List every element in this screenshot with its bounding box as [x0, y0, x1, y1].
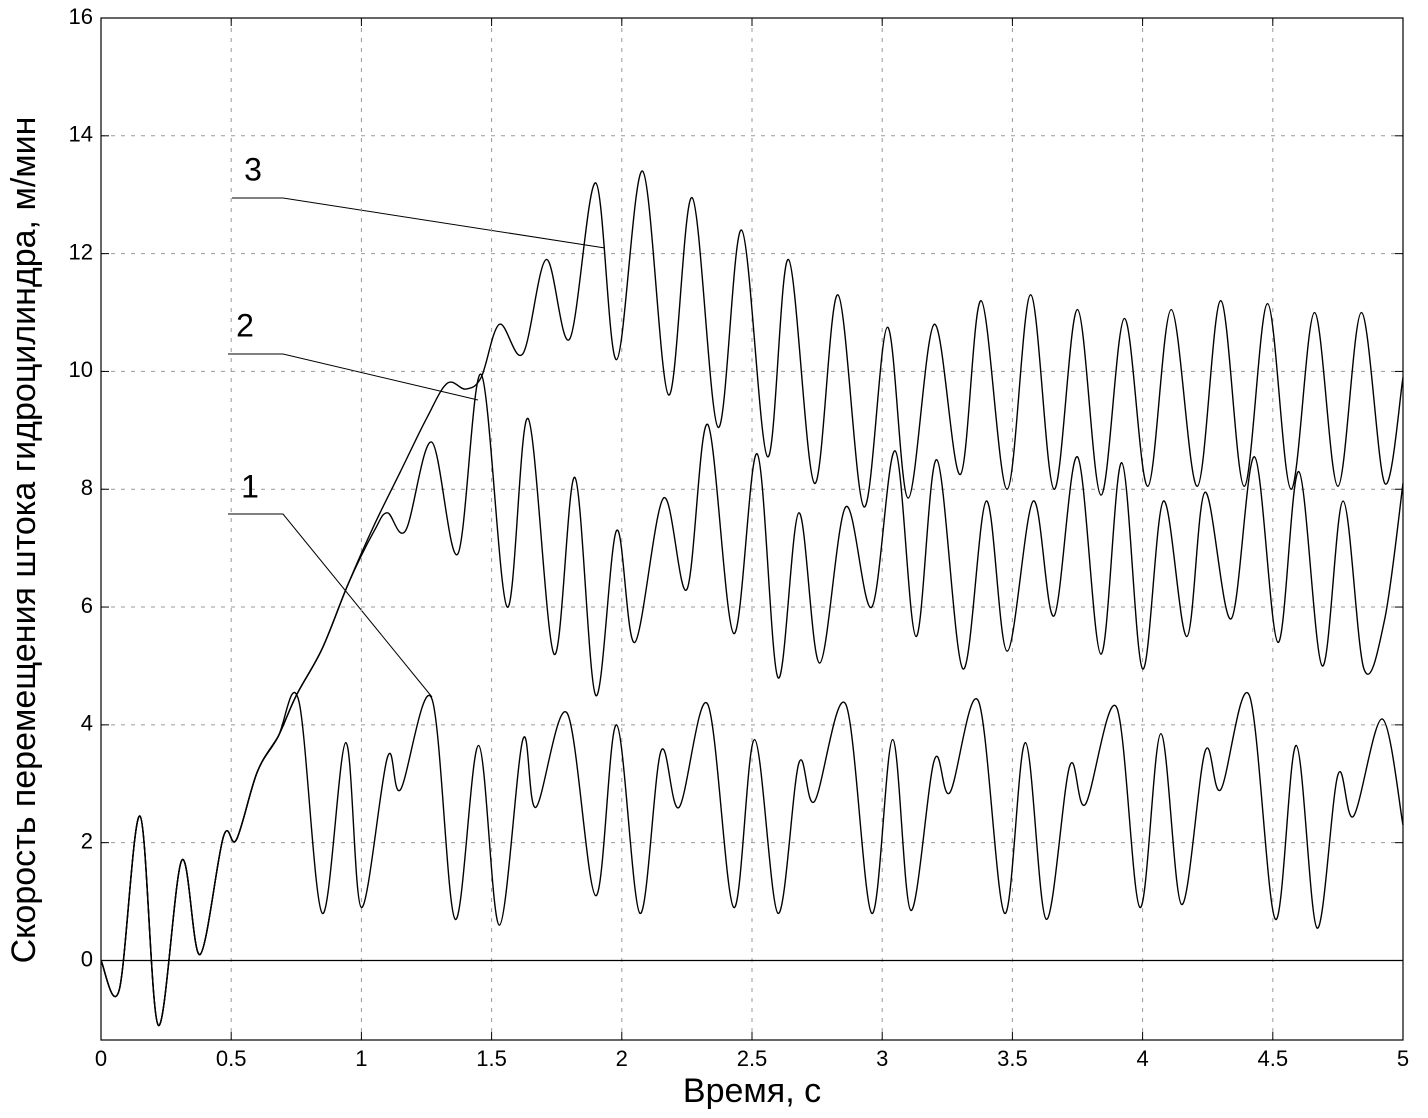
leader-line: [228, 513, 433, 698]
x-tick-label: 1.5: [476, 1046, 507, 1071]
x-tick-label: 4.5: [1258, 1046, 1289, 1071]
leader-lines: [228, 197, 606, 698]
series-line: [100, 170, 1404, 1026]
x-tick-label: 5: [1397, 1046, 1409, 1071]
y-tick-label: 10: [69, 357, 93, 382]
series-line: [100, 691, 1404, 1026]
series-label: 1: [241, 468, 259, 504]
y-tick-label: 6: [81, 593, 93, 618]
x-tick-label: 3: [876, 1046, 888, 1071]
x-tick-label: 0.5: [216, 1046, 247, 1071]
y-tick-label: 14: [69, 122, 93, 147]
x-tick-label: 4: [1136, 1046, 1148, 1071]
x-axis-label: Время, с: [683, 1072, 821, 1110]
y-axis-label: Скорость перемещения штока гидроцилиндра…: [5, 117, 43, 964]
y-tick-label: 4: [81, 711, 93, 736]
y-tick-label: 16: [69, 4, 93, 29]
x-tick-label: 3.5: [997, 1046, 1028, 1071]
x-tick-label: 2: [616, 1046, 628, 1071]
series-label: 2: [236, 307, 254, 343]
x-tick-label: 0: [95, 1046, 107, 1071]
y-tick-label: 0: [81, 946, 93, 971]
leader-line: [232, 197, 606, 249]
y-tick-label: 12: [69, 239, 93, 264]
plot-frame: [100, 17, 1404, 1041]
series-label: 3: [244, 151, 262, 187]
y-tick-label: 8: [81, 475, 93, 500]
leader-line: [228, 353, 479, 401]
x-tick-label: 1: [355, 1046, 367, 1071]
y-tick-label: 2: [81, 828, 93, 853]
x-tick-label: 2.5: [737, 1046, 768, 1071]
